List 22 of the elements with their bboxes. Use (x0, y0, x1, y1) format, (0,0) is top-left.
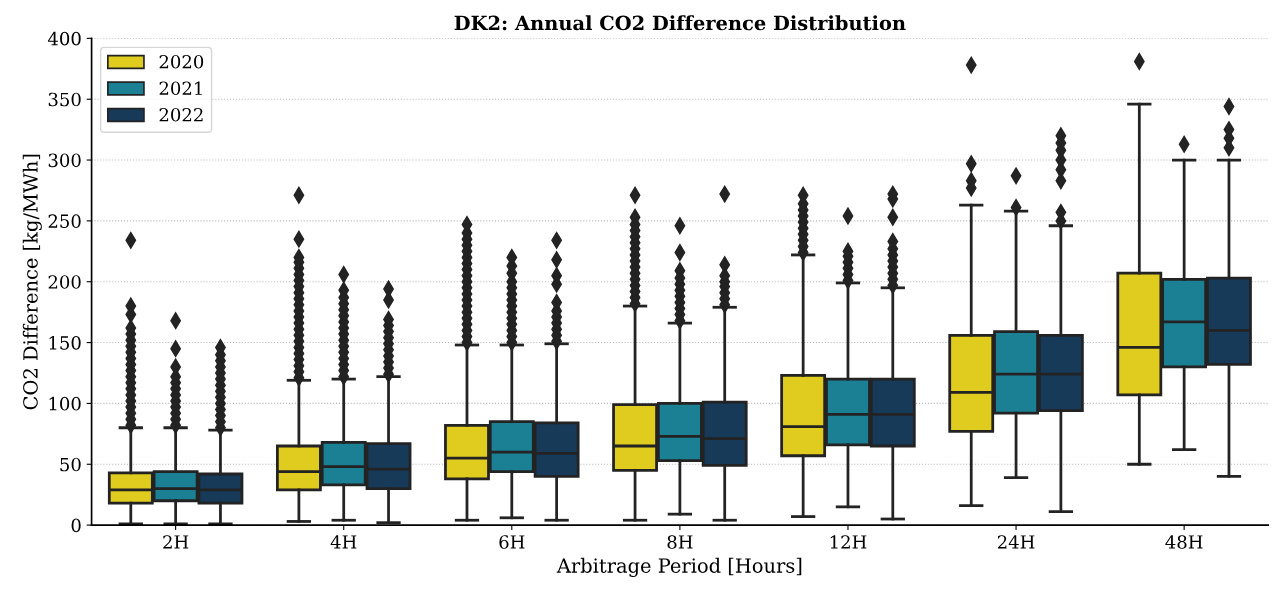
legend-label: 2022 (159, 107, 203, 122)
x-axis-title: Arbitrage Period [Hours] (556, 557, 802, 577)
y-tick-label: 350 (48, 92, 81, 107)
y-tick-label: 250 (48, 214, 81, 228)
y-tick-label: 200 (48, 275, 81, 289)
legend-label: 2021 (159, 81, 202, 96)
x-tick-label: 48H (1165, 535, 1203, 549)
x-tick-label: 6H (499, 535, 525, 549)
x-tick-label: 2H (163, 535, 189, 549)
y-tick-label: 400 (47, 31, 81, 46)
y-tick-label: 0 (71, 518, 81, 533)
y-tick-label: 50 (60, 457, 81, 472)
x-tick-label: 4H (330, 535, 357, 549)
x-tick-label: 8H (667, 535, 693, 549)
legend-label: 2020 (159, 54, 204, 69)
y-axis-title: CO2 Difference [kg/MWh] (22, 154, 42, 410)
x-tick-label: 24H (997, 535, 1035, 549)
chart-title: DK2: Annual CO2 Difference Distribution (454, 15, 906, 31)
x-tick-label: 12H (830, 535, 867, 549)
y-tick-label: 100 (49, 396, 81, 411)
y-tick-label: 150 (49, 336, 81, 350)
y-tick-label: 300 (48, 153, 81, 168)
